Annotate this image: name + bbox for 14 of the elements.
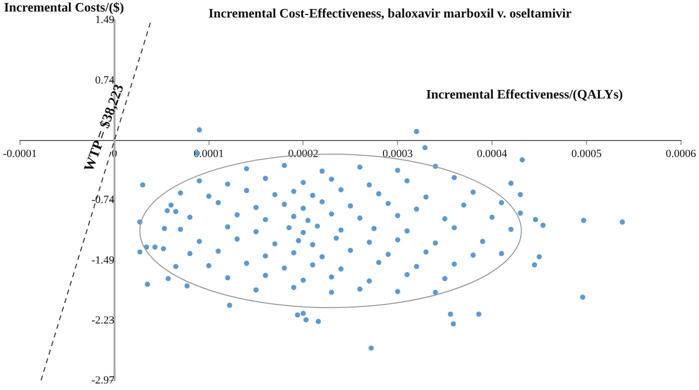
y-axis-title: Incremental Costs/($) bbox=[4, 0, 124, 14]
y-tick-label: -0.74 bbox=[91, 194, 115, 206]
y-tick-label: 1.49 bbox=[95, 14, 115, 26]
x-axis-title: Incremental Effectiveness/(QALYs) bbox=[426, 86, 623, 102]
x-tick-label: 0.0004 bbox=[476, 148, 508, 160]
x-tick-label: 0.0005 bbox=[571, 148, 602, 160]
x-tick-label: -0.0001 bbox=[2, 148, 37, 160]
y-tick-label: 0.74 bbox=[95, 74, 115, 86]
chart-title: Incremental Cost-Effectiveness, baloxavir marboxil v. oseltamivir bbox=[208, 5, 572, 20]
y-tick-label: -1.49 bbox=[91, 254, 115, 267]
x-tick-label: 0.0006 bbox=[666, 148, 696, 160]
y-tick-label: -2.23 bbox=[91, 314, 115, 326]
y-tick-label: -2.97 bbox=[91, 374, 115, 386]
x-tick-label: 0.0003 bbox=[382, 148, 414, 160]
